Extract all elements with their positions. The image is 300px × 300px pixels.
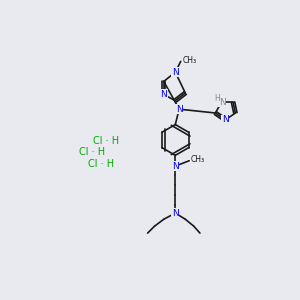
Text: N: N <box>172 208 179 217</box>
Text: H: H <box>214 94 220 103</box>
Text: Cl · H: Cl · H <box>79 147 105 157</box>
Text: Cl · H: Cl · H <box>88 159 115 169</box>
Text: N: N <box>160 90 167 99</box>
Text: N: N <box>176 105 182 114</box>
Text: N: N <box>172 162 179 171</box>
Text: N: N <box>172 68 179 77</box>
Text: N: N <box>222 116 229 124</box>
Text: Cl · H: Cl · H <box>93 136 119 146</box>
Text: CH₃: CH₃ <box>191 155 205 164</box>
Text: N: N <box>219 98 226 107</box>
Text: CH₃: CH₃ <box>182 56 196 65</box>
